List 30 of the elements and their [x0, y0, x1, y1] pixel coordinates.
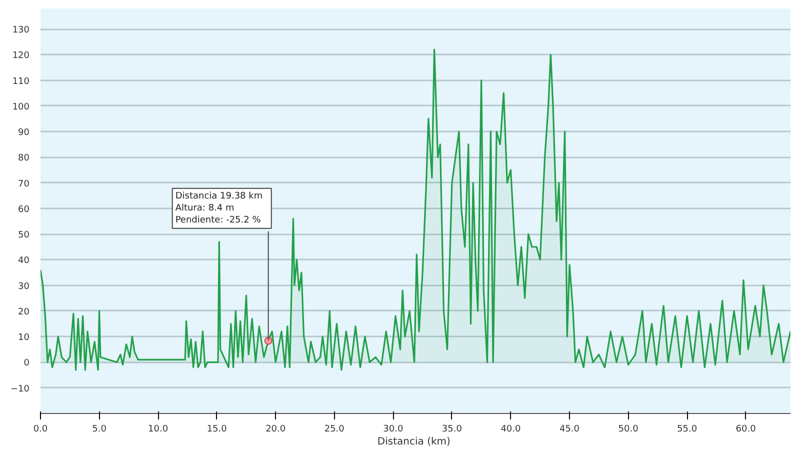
x-axis-title: Distancia (km) — [377, 436, 451, 448]
annotation: Distancia 19.38 km Altura: 8.4 m Pendiente: -25.2 % — [175, 191, 263, 226]
y-tick-label: 110 — [12, 76, 30, 87]
y-tick-label: 20 — [18, 307, 30, 318]
y-tick-label: 60 — [18, 204, 30, 215]
x-tick-label: 10.0 — [148, 424, 168, 434]
y-tick-label: 130 — [12, 26, 30, 36]
y-tick-label: 70 — [18, 179, 30, 190]
x-tick-label: 30.0 — [383, 424, 404, 434]
y-tick-label: 0 — [24, 358, 30, 369]
x-tick-label: 5.0 — [92, 424, 107, 434]
y-tick-label: 90 — [18, 128, 30, 138]
x-tick-label: 50.0 — [618, 424, 639, 434]
x-tick-label: 15.0 — [206, 424, 228, 434]
x-tick-label: 0.0 — [33, 424, 48, 434]
y-tick-label: 80 — [18, 154, 30, 164]
x-tick-label: 45.0 — [559, 424, 580, 434]
x-tick-label: 40.0 — [500, 424, 522, 434]
x-tick-label: 20.0 — [266, 424, 286, 434]
x-tick-label: 60.0 — [736, 424, 756, 434]
y-tick-label: 40 — [18, 256, 30, 266]
x-tick-label: 35.0 — [442, 424, 462, 434]
y-tick-label: −10 — [10, 384, 30, 394]
y-tick-label: 100 — [12, 102, 30, 112]
y-tick-label: 120 — [12, 51, 30, 62]
y-tick-label: 10 — [18, 333, 30, 344]
x-tick-label: 55.0 — [677, 424, 698, 434]
x-tick-label: 25.0 — [324, 424, 345, 434]
y-tick-label: 30 — [18, 282, 30, 292]
y-tick-label: 50 — [18, 230, 30, 241]
